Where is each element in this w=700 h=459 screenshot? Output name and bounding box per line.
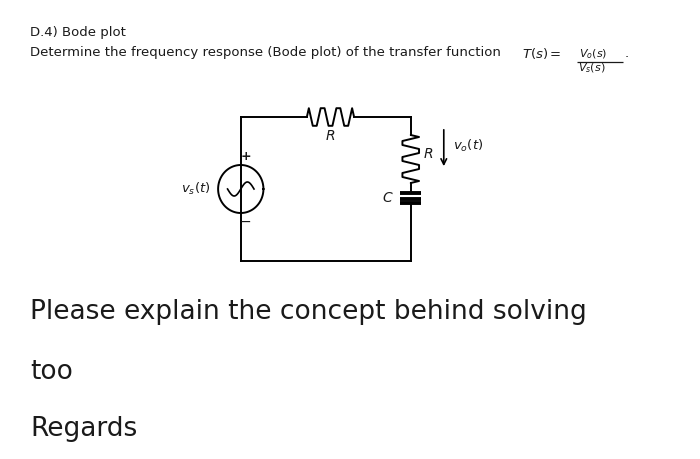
Text: .: . [624, 47, 629, 60]
Text: too: too [30, 359, 73, 385]
Text: Determine the frequency response (Bode plot) of the transfer function: Determine the frequency response (Bode p… [30, 46, 505, 59]
Text: Regards: Regards [30, 416, 137, 442]
Text: Please explain the concept behind solving: Please explain the concept behind solvin… [30, 299, 587, 325]
Text: $V_o(s)$: $V_o(s)$ [579, 47, 607, 61]
Text: $R$: $R$ [423, 147, 433, 161]
Text: D.4) Bode plot: D.4) Bode plot [30, 26, 126, 39]
Text: $v_s(t)$: $v_s(t)$ [181, 181, 211, 197]
Text: $R$: $R$ [326, 129, 335, 143]
Text: $T(s){=}$: $T(s){=}$ [522, 46, 561, 61]
Text: $V_s(s)$: $V_s(s)$ [578, 62, 606, 75]
Text: $C$: $C$ [382, 191, 393, 205]
Text: −: − [239, 215, 251, 229]
Text: $v_o(t)$: $v_o(t)$ [453, 138, 484, 154]
Text: +: + [240, 150, 251, 162]
